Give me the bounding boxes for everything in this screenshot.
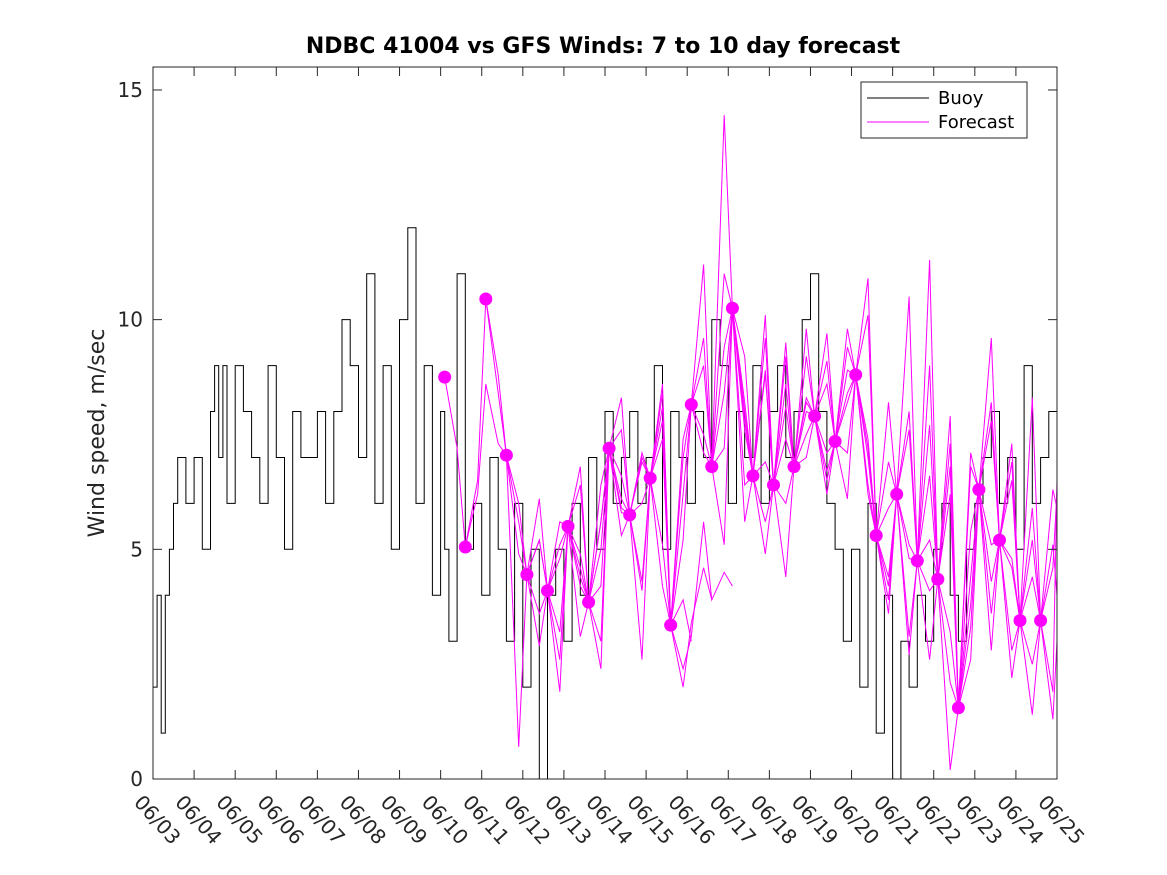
y-tick-label: 10 [118, 308, 143, 332]
series-line-forecast-run-7 [567, 448, 713, 688]
series-line-forecast-run-9 [608, 115, 754, 626]
series-line-forecast-run-28 [999, 443, 1057, 621]
forecast-marker-5 [520, 568, 534, 582]
y-axis-label: Wind speed, m/sec [85, 329, 110, 538]
legend-label-buoy: Buoy [938, 88, 984, 109]
forecast-marker-2 [458, 540, 472, 554]
forecast-marker-18 [787, 460, 801, 474]
legend: Buoy Forecast [860, 81, 1028, 139]
forecast-marker-14 [705, 460, 719, 474]
series-line-forecast-run-21 [855, 337, 1000, 708]
forecast-marker-3 [479, 292, 493, 306]
series-line-forecast-run-26 [957, 397, 1057, 708]
legend-label-forecast: Forecast [938, 112, 1014, 133]
forecast-marker-7 [561, 519, 575, 533]
series-line-forecast-run-12 [670, 308, 816, 626]
series-line-forecast-run-24 [916, 452, 1057, 708]
chart-title: NDBC 41004 vs GFS Winds: 7 to 10 day for… [306, 34, 901, 59]
series-line-buoy [153, 227, 1057, 779]
forecast-marker-4 [499, 448, 513, 462]
y-tick-label: 0 [130, 767, 143, 791]
forecast-marker-15 [725, 301, 739, 315]
y-tick-label: 5 [130, 537, 143, 561]
forecast-marker-19 [808, 409, 822, 423]
series-line-forecast-run-1 [444, 298, 590, 633]
forecast-marker-26 [951, 701, 965, 715]
series-line-forecast-run-3 [485, 298, 631, 646]
forecast-marker-25 [931, 572, 945, 586]
forecast-marker-11 [643, 471, 657, 485]
forecast-marker-13 [684, 398, 698, 412]
forecast-marker-27 [972, 483, 986, 497]
forecast-marker-23 [890, 487, 904, 501]
series-line-forecast-run-20 [834, 278, 980, 708]
forecast-marker-10 [623, 508, 637, 522]
forecast-marker-17 [767, 478, 780, 492]
forecast-marker-29 [1013, 614, 1027, 627]
forecast-marker-8 [582, 595, 596, 609]
forecast-marker-28 [993, 533, 1006, 547]
series-line-forecast-run-8 [588, 397, 733, 671]
forecast-marker-6 [541, 584, 554, 598]
series-line-forecast-run-10 [629, 273, 774, 626]
forecast-marker-21 [849, 368, 863, 382]
forecast-marker-1 [438, 370, 452, 384]
forecast-marker-20 [828, 434, 842, 448]
series-line-forecast-run-19 [814, 328, 959, 708]
forecast-marker-24 [910, 554, 924, 568]
forecast-marker-16 [746, 469, 760, 483]
forecast-marker-22 [869, 529, 883, 542]
legend-box [860, 81, 1028, 139]
forecast-marker-30 [1034, 614, 1048, 627]
y-tick-label: 15 [118, 78, 143, 102]
series-line-forecast-run-14 [711, 308, 857, 487]
plot-area [153, 115, 1057, 779]
forecast-marker-9 [602, 441, 616, 455]
forecast-marker-12 [664, 618, 678, 632]
